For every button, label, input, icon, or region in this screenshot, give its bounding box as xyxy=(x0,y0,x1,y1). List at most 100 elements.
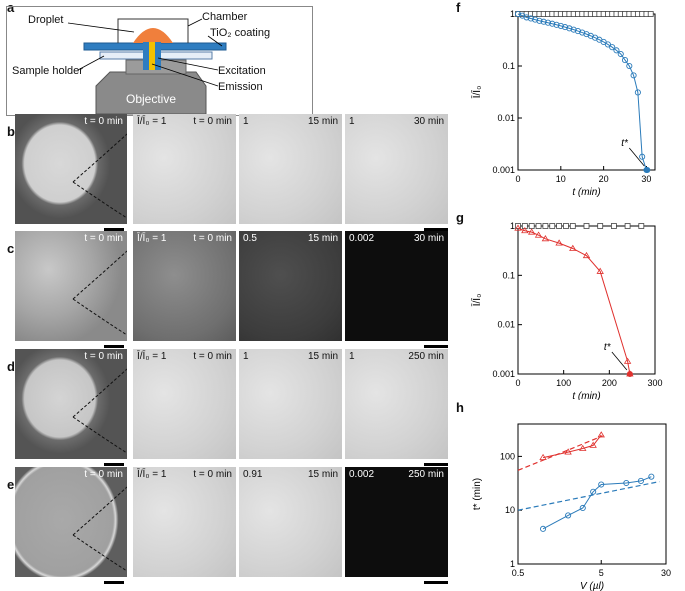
panel-letter-h: h xyxy=(456,400,464,415)
time-label: 30 min xyxy=(413,116,444,127)
zoom-guide-lines xyxy=(72,133,127,219)
x-axis-label: V (µl) xyxy=(580,581,604,591)
data-point xyxy=(583,223,590,229)
intensity-label: 0.5 xyxy=(243,233,257,244)
x-tick-label: 200 xyxy=(602,378,617,388)
data-point xyxy=(532,16,539,23)
panel-letter-d: d xyxy=(7,359,15,374)
scale-bar xyxy=(104,581,124,584)
scale-bar xyxy=(424,581,448,584)
series-line xyxy=(542,476,652,530)
label-emission: Emission xyxy=(218,81,263,93)
overview-image: t = 0 min xyxy=(15,467,127,577)
data-point xyxy=(624,223,631,229)
scale-bar xyxy=(104,463,124,466)
y-tick-label: 1 xyxy=(510,221,515,231)
overview-image: t = 0 min xyxy=(15,349,127,459)
x-axis-label: t (min) xyxy=(572,187,600,198)
excitation-beam-2 xyxy=(155,42,161,70)
data-point xyxy=(549,20,556,27)
data-point xyxy=(610,223,617,229)
data-point xyxy=(582,251,591,259)
data-point xyxy=(566,25,573,32)
time-label: t = 0 min xyxy=(193,351,232,362)
data-point xyxy=(542,223,549,229)
data-point xyxy=(626,62,633,70)
annotation-point xyxy=(626,371,633,377)
data-point xyxy=(623,479,630,487)
intensity-label: 0.002 xyxy=(349,469,375,480)
intensity-label: 1 xyxy=(349,116,355,127)
data-point xyxy=(590,488,597,495)
series-line xyxy=(517,13,647,171)
annotation-point xyxy=(644,167,651,173)
data-point xyxy=(562,24,569,31)
time-label: 250 min xyxy=(408,351,444,362)
data-point xyxy=(570,26,577,33)
y-tick-label: 10 xyxy=(505,505,515,515)
label-chamber: Chamber xyxy=(202,11,248,23)
x-axis-label: t (min) xyxy=(572,391,600,400)
x-tick-label: 100 xyxy=(556,378,571,388)
data-point xyxy=(565,512,572,519)
y-tick-label: 0.01 xyxy=(497,320,515,330)
data-point xyxy=(630,72,637,79)
data-point xyxy=(539,453,547,460)
data-point xyxy=(528,223,535,229)
label-objective: Objective xyxy=(126,92,177,106)
data-point xyxy=(564,448,572,455)
label-sample-holder: Sample holder xyxy=(12,65,83,77)
data-point xyxy=(604,41,611,48)
time-label: 15 min xyxy=(307,469,338,480)
zoom-guide-lines xyxy=(72,250,127,336)
chart-f: 0 10 20 30 1 0.1 0.01 0.001 t (min) Ī/Ī₀ t* xyxy=(471,9,656,198)
micrograph-tile: Ī/Ī₀ = 1 t = 0 min xyxy=(133,231,236,341)
droplet-shape xyxy=(133,28,173,43)
intensity-label: Ī/Ī₀ = 1 xyxy=(137,116,167,127)
data-point xyxy=(589,441,597,448)
data-point xyxy=(534,231,543,238)
data-point xyxy=(579,444,587,451)
micrograph-tile: 1 15 min xyxy=(239,114,342,224)
data-point xyxy=(639,153,646,160)
time-label: t = 0 min xyxy=(193,116,232,127)
time-label: 15 min xyxy=(307,116,338,127)
intensity-label: 1 xyxy=(243,351,249,362)
x-tick-label: 20 xyxy=(599,174,609,184)
y-tick-label: 0.001 xyxy=(492,165,515,175)
micrograph-tile: Ī/Ī₀ = 1 t = 0 min xyxy=(133,467,236,577)
data-point xyxy=(598,481,605,488)
label-tio2: TiO₂ coating xyxy=(210,27,271,39)
x-tick-label: 10 xyxy=(556,174,566,184)
y-tick-label: 0.1 xyxy=(502,61,515,71)
y-axis-label: t* (min) xyxy=(472,478,483,510)
x-tick-label: 5 xyxy=(599,568,604,578)
micrograph-tile: 1 15 min xyxy=(239,349,342,459)
y-tick-label: 100 xyxy=(500,451,515,461)
intensity-label: Ī/Ī₀ = 1 xyxy=(137,233,167,244)
time-label: 30 min xyxy=(413,233,444,244)
time-label: 15 min xyxy=(307,233,338,244)
intensity-label: Ī/Ī₀ = 1 xyxy=(137,469,167,480)
y-axis-label: Ī/Ī₀ xyxy=(471,294,483,307)
excitation-beam xyxy=(143,42,149,70)
data-point xyxy=(536,17,543,24)
data-point xyxy=(569,223,576,229)
x-tick-label: 300 xyxy=(647,378,662,388)
data-point xyxy=(553,21,560,28)
data-point xyxy=(540,525,547,532)
x-tick-label: 30 xyxy=(641,174,651,184)
intensity-label: 0.91 xyxy=(243,469,263,480)
x-tick-label: 0 xyxy=(515,378,520,388)
data-point xyxy=(648,473,655,480)
label-excitation: Excitation xyxy=(218,65,266,77)
y-tick-label: 0.001 xyxy=(492,369,515,379)
annotation-arrow xyxy=(611,351,628,371)
micrograph-tile: 0.5 15 min xyxy=(239,231,342,341)
data-point xyxy=(540,18,547,25)
panel-letter-f: f xyxy=(456,0,461,15)
fit-line xyxy=(517,481,660,511)
data-point xyxy=(613,47,620,54)
emission-beam xyxy=(149,42,155,70)
data-point xyxy=(597,223,604,229)
